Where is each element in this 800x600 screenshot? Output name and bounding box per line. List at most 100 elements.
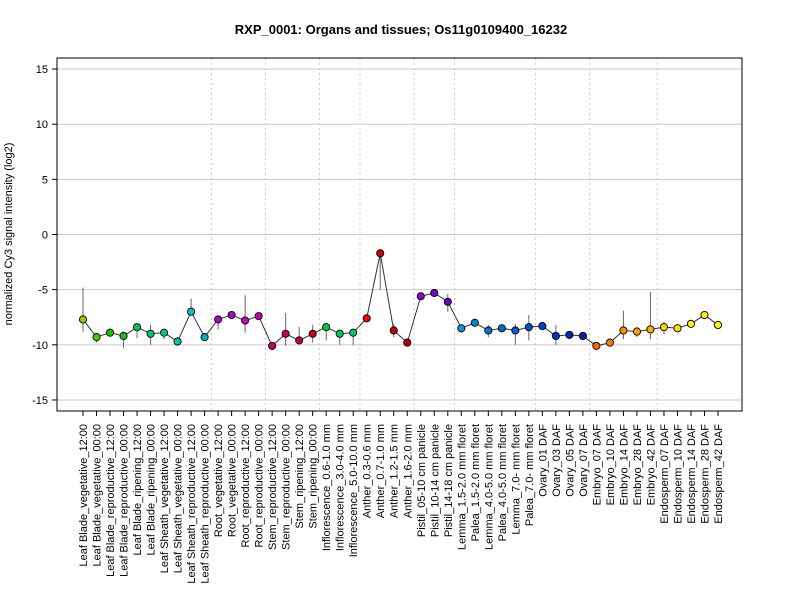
x-category-label: Inflorescence_5.0-10.0 mm [348,424,360,557]
x-category-label: Root_vegetative_00:00 [227,424,239,537]
x-category-label: Endosperm_10 DAF [672,424,684,524]
data-point [146,329,155,338]
x-category-label: Leaf Sheath_vegetative_00:00 [173,424,185,573]
data-point [565,330,574,339]
x-category-label: Stem_reproductive_00:00 [281,424,293,550]
x-category-label: Root_vegetative_12:00 [213,424,225,537]
data-point [686,319,696,328]
x-category-label: Inflorescence_0.6-1.0 mm [321,424,333,551]
x-category-label: Lemma_4.0-5.0 mm floret [483,424,495,550]
x-category-label: Embryo_07 DAF [591,424,603,506]
data-point [295,336,304,345]
x-category-label: Leaf Blade_ripening_12:00 [132,424,144,556]
data-point [484,326,493,335]
x-category-label: Anther_1.6-2.0 mm [402,424,414,518]
grid-lines [57,58,742,411]
x-category-label: Root_reproductive_12:00 [240,424,252,548]
data-point [592,341,601,350]
data-point [173,337,182,346]
data-point [308,329,317,338]
data-point [713,320,723,330]
data-point [646,325,655,334]
x-category-label: Anther_0.3-0.6 mm [362,424,374,518]
x-category-label: Ovary_03 DAF [551,424,563,497]
data-point [119,331,128,341]
x-category-label: Lemma_7.0- mm floret [510,424,522,535]
data-point [430,288,439,298]
data-point [389,326,398,335]
data-point [403,338,412,347]
data-point [524,323,533,332]
x-category-label: Leaf Blade_vegetative_00:00 [92,424,104,567]
x-category-label: Ovary_01 DAF [537,424,549,497]
x-category-label: Root_reproductive_00:00 [254,424,266,548]
y-tick-label: -5 [38,285,48,297]
data-point [254,312,263,321]
x-category-label: Endosperm_42 DAF [713,424,725,524]
x-category-label: Leaf Sheath_reproductive_12:00 [186,424,198,584]
data-point [376,249,385,258]
x-category-label: Stem_ripening_12:00 [294,424,306,529]
data-point [551,331,560,341]
data-point [200,333,209,342]
x-category-label: Leaf Sheath_vegetative_12:00 [159,424,171,573]
x-category-label: Stem_reproductive_12:00 [267,424,279,550]
y-axis-label: normalized Cy3 signal intensity (log2) [3,143,15,326]
x-category-label: Anther_1.2-1.5 mm [389,424,401,518]
x-category-label: Pistil_05-10 cm panicle [416,424,428,537]
x-category-label: Palea_7.0- mm floret [524,424,536,526]
data-point [335,329,344,338]
data-point [322,323,331,332]
data-point [457,324,466,333]
x-category-label: Leaf Sheath_reproductive_00:00 [200,424,212,584]
x-category-label: Embryo_28 DAF [632,424,644,506]
data-point [160,328,169,337]
x-category-label: Anther_0.7-1.0 mm [375,424,387,518]
y-tick-label: -15 [32,395,48,407]
x-category-label: Embryo_14 DAF [618,424,630,506]
data-point [214,315,223,324]
data-point [416,292,425,301]
data-point [187,307,196,316]
data-point [497,324,506,333]
y-tick-label: 10 [36,119,48,131]
data-point [268,341,277,350]
data-point [470,318,479,327]
data-point [281,329,290,338]
x-category-label: Embryo_42 DAF [645,424,657,506]
x-category-label: Pistil_10-14 cm panicle [429,424,441,537]
x-category-label: Ovary_07 DAF [578,424,590,497]
x-category-label: Palea_1.5-2.0 mm floret [470,424,482,541]
data-point [92,333,101,342]
data-point [605,338,614,347]
data-point [578,331,587,341]
x-category-label: Endosperm_07 DAF [659,424,671,524]
y-tick-label: -10 [32,340,48,352]
x-category-label: Stem_ripening_00:00 [308,424,320,529]
y-tick-label: 5 [42,174,48,186]
data-point [632,327,641,336]
data-point [362,314,371,323]
x-category-label: Ovary_05 DAF [564,424,576,497]
x-category-label: Pistil_14-18 cm panicle [443,424,455,537]
x-category-label: Leaf Blade_ripening_00:00 [146,424,158,556]
y-tick-label: 15 [36,64,48,76]
data-point [538,322,547,331]
y-axis: -15 -10 -5 0 5 10 15 [32,64,57,407]
y-tick-label: 0 [42,230,48,242]
x-category-label: Inflorescence_3.0-4.0 mm [335,424,347,551]
x-category-label: Endosperm_28 DAF [699,424,711,524]
data-point [443,297,452,306]
data-point [132,323,142,332]
x-category-label: Leaf Blade_reproductive_12:00 [105,424,117,577]
chart-title: RXP_0001: Organs and tissues; Os11g01094… [235,22,567,37]
data-point [673,324,682,333]
x-category-label: Palea_4.0-5.0 mm floret [497,424,509,541]
x-category-label: Endosperm_14 DAF [686,424,698,524]
data-point [511,326,520,335]
data-point [700,310,709,320]
x-category-label: Leaf Blade_reproductive_00:00 [119,424,131,577]
data-point [619,326,628,335]
x-category-label: Lemma_1.5-2.0 mm floret [456,424,468,550]
